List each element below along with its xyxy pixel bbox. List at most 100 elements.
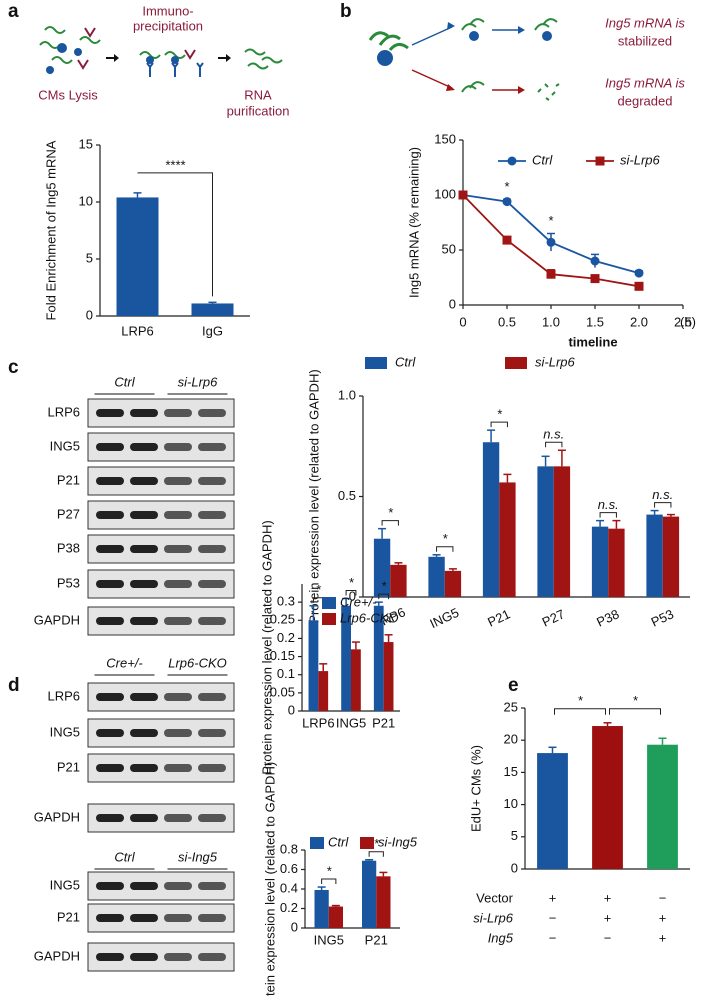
significance-label: * <box>497 407 503 422</box>
significance-label: * <box>348 575 354 590</box>
bar <box>341 605 351 711</box>
blot-band <box>164 545 192 553</box>
significance-bracket <box>345 590 357 596</box>
bar <box>647 744 678 869</box>
legend-swatch <box>360 837 374 849</box>
panel-label: c <box>8 357 19 378</box>
y-tick-label: 20 <box>504 732 518 747</box>
treatment-mark: − <box>659 890 667 905</box>
blot-group-label: si-Lrp6 <box>178 374 219 389</box>
treatment-mark: + <box>549 890 557 905</box>
blot-row-label: LRP6 <box>47 404 80 419</box>
blot-row-label: GAPDH <box>34 809 80 824</box>
y-tick-label: 0 <box>449 296 456 311</box>
blot-band <box>130 477 158 485</box>
blot-row-label: GAPDH <box>34 612 80 627</box>
blot-band <box>198 814 226 822</box>
blot-band <box>164 443 192 451</box>
x-axis-unit: (h) <box>680 314 696 329</box>
significance-bracket <box>554 708 606 715</box>
y-tick-label: 0 <box>288 702 295 717</box>
y-tick-label: 0.2 <box>280 900 298 915</box>
blot-band <box>130 580 158 588</box>
blot-band <box>164 617 192 625</box>
blot-row-label: P27 <box>57 506 80 521</box>
point <box>546 269 556 279</box>
significance-bracket <box>368 851 384 857</box>
significance-bracket <box>609 708 661 715</box>
blot-band <box>164 882 192 890</box>
significance-bracket <box>381 520 399 526</box>
bar <box>362 860 377 928</box>
y-tick-label: 0.5 <box>338 488 356 503</box>
bar <box>373 605 384 711</box>
significance-bracket <box>654 502 672 508</box>
significance-bracket <box>599 512 617 518</box>
blot-row-label: ING5 <box>50 877 80 892</box>
blot-band <box>96 409 124 417</box>
treatment-mark: + <box>659 930 667 945</box>
legend-label: si-Lrp6 <box>620 152 661 167</box>
significance-label: * <box>381 579 387 594</box>
bar <box>444 570 462 597</box>
diagram-text: Ing5 mRNA is <box>605 15 685 30</box>
blot-band <box>130 914 158 922</box>
y-tick-label: 10 <box>79 193 93 208</box>
significance-label: n.s. <box>598 497 619 512</box>
y-tick-label: 0.8 <box>280 841 298 856</box>
blot-band <box>130 511 158 519</box>
x-tick-label: P21 <box>365 932 388 947</box>
bar <box>328 906 343 928</box>
y-tick-label: 0.1 <box>277 666 295 681</box>
point <box>502 197 512 207</box>
blot-band <box>164 409 192 417</box>
bar <box>314 889 329 928</box>
significance-label: * <box>548 213 553 228</box>
blot-band <box>164 511 192 519</box>
diagram-text: Immuno- <box>142 3 193 18</box>
treatment-label: Vector <box>476 890 514 905</box>
y-axis-label: EdU+ CMs (%) <box>468 745 483 832</box>
significance-label: * <box>504 179 509 194</box>
bar <box>191 303 234 316</box>
point <box>634 281 644 291</box>
legend-swatch <box>365 357 387 369</box>
y-axis-label: Protein expression level (related to GAP… <box>259 520 274 774</box>
blot-row-label: GAPDH <box>34 948 80 963</box>
blot-group-label: Ctrl <box>114 849 135 864</box>
blot-band <box>96 914 124 922</box>
x-axis-label: timeline <box>568 334 617 349</box>
point <box>458 190 468 200</box>
y-tick-label: 0.4 <box>280 880 298 895</box>
blot-band <box>130 443 158 451</box>
blot-band <box>96 580 124 588</box>
blot-band <box>130 693 158 701</box>
x-tick-label: 1.5 <box>586 314 604 329</box>
blot-band <box>198 545 226 553</box>
panel-label: e <box>508 675 519 696</box>
x-tick-label: 0.5 <box>498 314 516 329</box>
y-tick-label: 0 <box>291 919 298 934</box>
y-tick-label: 0.05 <box>270 684 295 699</box>
blot-band <box>96 729 124 737</box>
y-tick-label: 0 <box>86 307 93 322</box>
significance-label: **** <box>165 157 186 172</box>
blot-band <box>164 914 192 922</box>
x-tick-label: LRP6 <box>121 323 154 338</box>
x-tick-label: ING5 <box>427 605 461 631</box>
blot-band <box>130 729 158 737</box>
blot-group-label: Ctrl <box>114 374 135 389</box>
diagram-text: RNA <box>244 87 272 102</box>
bar <box>591 526 609 597</box>
bar <box>592 726 623 869</box>
blot-row-label: ING5 <box>50 438 80 453</box>
blot-band <box>96 477 124 485</box>
blot-band <box>130 545 158 553</box>
bar <box>376 876 391 928</box>
blot-band <box>130 409 158 417</box>
blot-band <box>164 580 192 588</box>
y-axis-label: Protein expression level (related to GAP… <box>262 762 277 996</box>
x-tick-label: P21 <box>372 715 395 730</box>
blot-row-label: LRP6 <box>47 688 80 703</box>
significance-label: * <box>577 693 583 708</box>
